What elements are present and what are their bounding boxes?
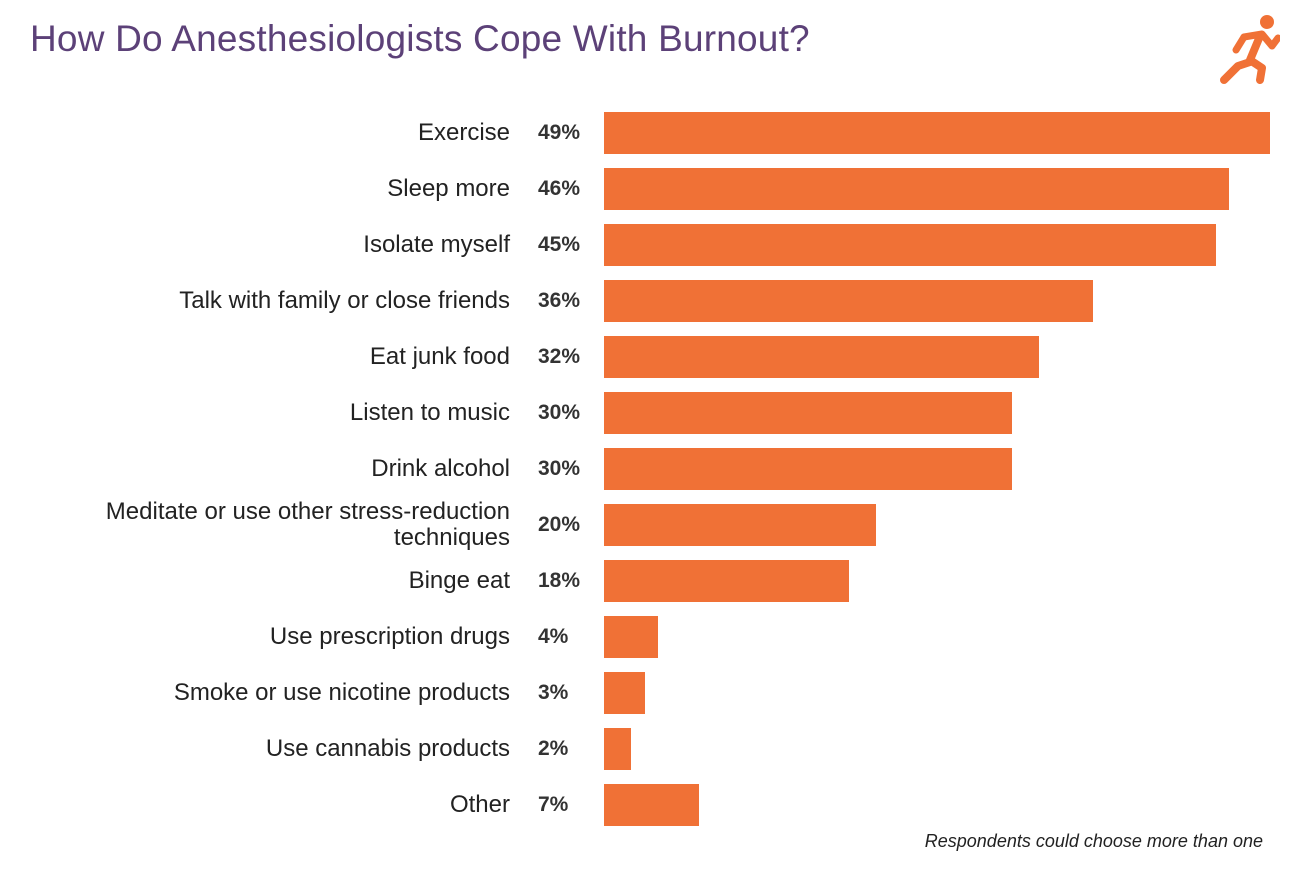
bar	[604, 560, 849, 602]
data-label: 7%	[538, 793, 569, 816]
bar-row: Talk with family or close friends 36%	[0, 280, 1290, 322]
bar-row: Use prescription drugs 4%	[0, 616, 1290, 658]
category-label: Isolate myself	[363, 231, 510, 258]
bar-row: Eat junk food 32%	[0, 336, 1290, 378]
bar	[604, 448, 1012, 490]
data-label: 30%	[538, 401, 581, 424]
category-label: Smoke or use nicotine products	[173, 679, 510, 706]
bar-row: Isolate myself 45%	[0, 224, 1290, 266]
category-label: Eat junk food	[369, 343, 510, 370]
bar	[604, 392, 1012, 434]
bar-row: Sleep more 46%	[0, 168, 1290, 210]
data-label: 4%	[538, 625, 569, 648]
bar	[604, 784, 700, 826]
data-label: 49%	[538, 121, 581, 144]
bar-row: Use cannabis products 2%	[0, 728, 1290, 770]
category-label: Exercise	[417, 119, 510, 146]
bar	[604, 728, 632, 770]
bar-row: Drink alcohol 30%	[0, 448, 1290, 490]
bar	[604, 224, 1216, 266]
category-label: Meditate or use other stress-reduction t…	[105, 498, 510, 551]
data-label: 30%	[538, 457, 581, 480]
data-label: 20%	[538, 513, 581, 536]
data-label: 2%	[538, 737, 569, 760]
bar	[604, 504, 876, 546]
bar	[604, 280, 1094, 322]
bar	[604, 168, 1230, 210]
category-label: Binge eat	[408, 567, 510, 594]
annotation: Respondents could choose more than one	[924, 831, 1263, 851]
category-label: Talk with family or close friends	[179, 287, 510, 314]
bar-row: Meditate or use other stress-reduction t…	[0, 499, 1290, 551]
bar-row: Other 7%	[0, 784, 1290, 826]
bar	[604, 616, 659, 658]
category-label: Use prescription drugs	[269, 623, 510, 650]
bar	[604, 336, 1039, 378]
category-label: Drink alcohol	[371, 455, 510, 482]
bar-row: Listen to music 30%	[0, 392, 1290, 434]
bar	[604, 112, 1270, 154]
bar-row: Smoke or use nicotine products 3%	[0, 672, 1290, 714]
data-label: 3%	[538, 681, 569, 704]
data-label: 18%	[538, 569, 581, 592]
data-label: 32%	[538, 345, 581, 368]
bar-row: Exercise 49%	[0, 112, 1290, 154]
chart-title: How Do Anesthesiologists Cope With Burno…	[30, 18, 810, 59]
category-label: Sleep more	[387, 175, 510, 202]
category-label: Use cannabis products	[265, 735, 510, 762]
data-label: 45%	[538, 233, 581, 256]
bar-row: Binge eat 18%	[0, 560, 1290, 602]
category-label: Listen to music	[349, 399, 510, 426]
bar	[604, 672, 645, 714]
category-label: Other	[449, 791, 510, 818]
data-label: 36%	[538, 289, 581, 312]
data-label: 46%	[538, 177, 581, 200]
running-person-icon	[1220, 15, 1280, 84]
